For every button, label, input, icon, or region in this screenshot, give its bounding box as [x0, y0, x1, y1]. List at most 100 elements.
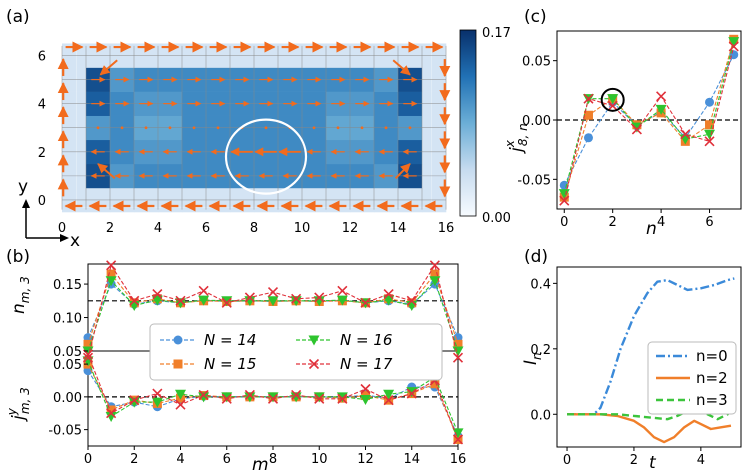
x-tick-label: 16 [450, 452, 467, 467]
x-tick-label: 14 [403, 452, 420, 467]
data-marker [583, 110, 593, 120]
legend-label: N = 17 [340, 355, 393, 373]
data-marker [198, 392, 210, 403]
series-line [87, 360, 459, 434]
x-tick-label: 8 [269, 452, 277, 467]
data-marker [429, 260, 440, 271]
data-marker [452, 352, 464, 363]
legend-label: n=3 [696, 391, 728, 409]
colorbar [459, 29, 477, 217]
data-marker [175, 295, 186, 306]
data-marker [337, 393, 348, 404]
x-tick-label: 6 [202, 221, 210, 236]
data-marker [106, 260, 117, 271]
data-marker [705, 97, 715, 107]
panel-c-plot: 0 2 4 6 -0.05 0.00 0.05 [517, 30, 742, 230]
panel-c-ylabel: jx8, n [503, 123, 530, 154]
data-marker [244, 296, 256, 307]
data-marker [680, 129, 691, 140]
panel-a-ticks: 0 2 4 6 8 10 12 14 16 0 2 4 6 [38, 49, 455, 236]
current-dot [360, 126, 364, 130]
data-marker [314, 292, 325, 303]
legend-marker [308, 358, 320, 370]
data-marker [360, 394, 371, 405]
data-marker [383, 289, 394, 300]
data-marker [360, 297, 371, 308]
panel-d-plot: 0 2 4 0.0 0.2 0.4 [530, 266, 742, 468]
current-dot [120, 126, 124, 130]
ylabel-main: j [507, 147, 527, 154]
y-tick-label: 0.10 [53, 312, 82, 327]
panel-c-xlabel: n [646, 219, 657, 239]
data-marker [705, 120, 715, 130]
data-marker [430, 269, 440, 279]
legend-label: n=2 [696, 369, 728, 387]
current-dot [216, 126, 220, 130]
x-tick-label: 8 [250, 221, 258, 236]
y-tick-label: 0.4 [530, 277, 551, 292]
panel-d-ylabel: In [521, 352, 544, 365]
y-tick-label: 0.05 [53, 345, 82, 360]
data-marker [128, 397, 140, 408]
data-marker [106, 408, 117, 419]
data-marker [244, 292, 255, 303]
data-marker [244, 389, 255, 400]
current-arrow [97, 163, 116, 180]
data-marker [267, 296, 279, 307]
data-marker [129, 295, 140, 306]
data-marker [291, 389, 302, 400]
x-tick-label: 12 [342, 221, 359, 236]
data-marker [383, 295, 395, 306]
axis-indicator-y-label: y [18, 177, 28, 197]
data-marker [221, 296, 233, 307]
y-tick-label: -0.05 [517, 173, 551, 188]
data-marker [704, 136, 715, 147]
x-tick-label: 4 [176, 452, 184, 467]
data-marker [151, 397, 163, 408]
x-tick-label: 10 [294, 221, 311, 236]
ylabel-sub: 8, n [516, 123, 530, 146]
y-tick-label: 2 [38, 146, 46, 161]
data-marker [453, 339, 463, 349]
x-tick-label: 16 [438, 221, 455, 236]
legend-box [647, 341, 737, 415]
data-marker [336, 295, 348, 306]
x-tick-label: 0 [58, 221, 66, 236]
data-marker [105, 412, 117, 423]
legend-label: N = 14 [204, 331, 256, 349]
data-marker [106, 405, 116, 415]
panel-d-xlabel: t [649, 453, 657, 473]
colorbar-max-label: 0.17 [482, 26, 511, 41]
series-line [563, 41, 735, 194]
ylabel-sup: y [5, 407, 19, 416]
y-tick-label: 0 [38, 194, 46, 209]
ylabel-sub: m, 3 [18, 276, 32, 303]
data-marker [360, 383, 371, 395]
data-marker [558, 189, 570, 200]
current-dot [312, 126, 316, 130]
y-arrowhead [22, 199, 30, 208]
panel-b-legend: N = 14 N = 16 N = 15 N = 17 [149, 323, 443, 381]
current-dot [168, 126, 172, 130]
panel-b-top-ylabel: nm, 3 [9, 276, 32, 314]
data-marker [175, 389, 186, 400]
y-tick-label: 0.15 [53, 278, 82, 293]
ylabel-sub: n [530, 352, 544, 360]
data-marker [151, 295, 163, 306]
data-marker [198, 295, 210, 306]
axis-indicator: y x [18, 177, 80, 251]
data-marker [175, 298, 186, 309]
data-marker [314, 393, 325, 404]
legend-box [149, 323, 443, 381]
data-marker [656, 91, 667, 102]
data-marker [82, 352, 94, 363]
legend-marker [173, 359, 183, 369]
data-marker [607, 100, 618, 111]
y-tick-label: 6 [38, 49, 46, 64]
x-tick-label: 14 [390, 221, 407, 236]
current-dot [144, 126, 148, 130]
data-marker [267, 392, 279, 403]
data-marker [559, 195, 570, 206]
current-dot [264, 126, 268, 130]
